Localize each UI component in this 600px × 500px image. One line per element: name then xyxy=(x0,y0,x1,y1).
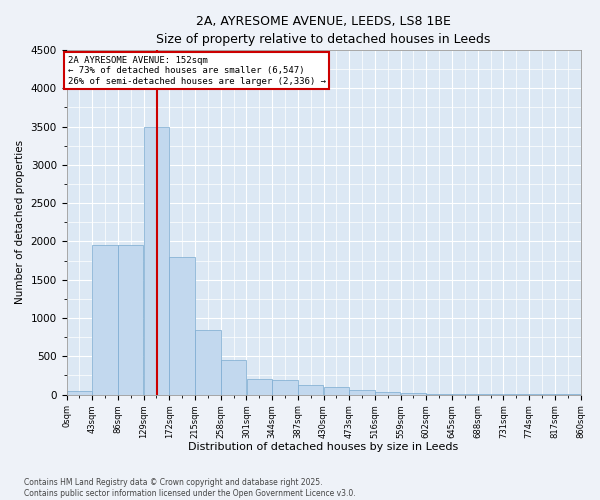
Bar xyxy=(67,391,92,394)
Bar xyxy=(92,246,118,394)
Bar xyxy=(298,385,323,394)
Text: Contains HM Land Registry data © Crown copyright and database right 2025.
Contai: Contains HM Land Registry data © Crown c… xyxy=(24,478,356,498)
Y-axis label: Number of detached properties: Number of detached properties xyxy=(15,140,25,304)
Bar xyxy=(375,392,400,394)
Bar xyxy=(323,387,349,394)
Title: 2A, AYRESOME AVENUE, LEEDS, LS8 1BE
Size of property relative to detached houses: 2A, AYRESOME AVENUE, LEEDS, LS8 1BE Size… xyxy=(157,15,491,46)
Bar xyxy=(118,246,143,394)
Bar xyxy=(144,126,169,394)
Bar xyxy=(247,379,272,394)
Bar xyxy=(221,360,246,394)
Text: 2A AYRESOME AVENUE: 152sqm
← 73% of detached houses are smaller (6,547)
26% of s: 2A AYRESOME AVENUE: 152sqm ← 73% of deta… xyxy=(68,56,326,86)
Bar xyxy=(169,256,195,394)
Bar xyxy=(401,393,426,394)
Bar xyxy=(272,380,298,394)
Bar xyxy=(349,390,375,394)
Bar xyxy=(195,330,221,394)
X-axis label: Distribution of detached houses by size in Leeds: Distribution of detached houses by size … xyxy=(188,442,458,452)
